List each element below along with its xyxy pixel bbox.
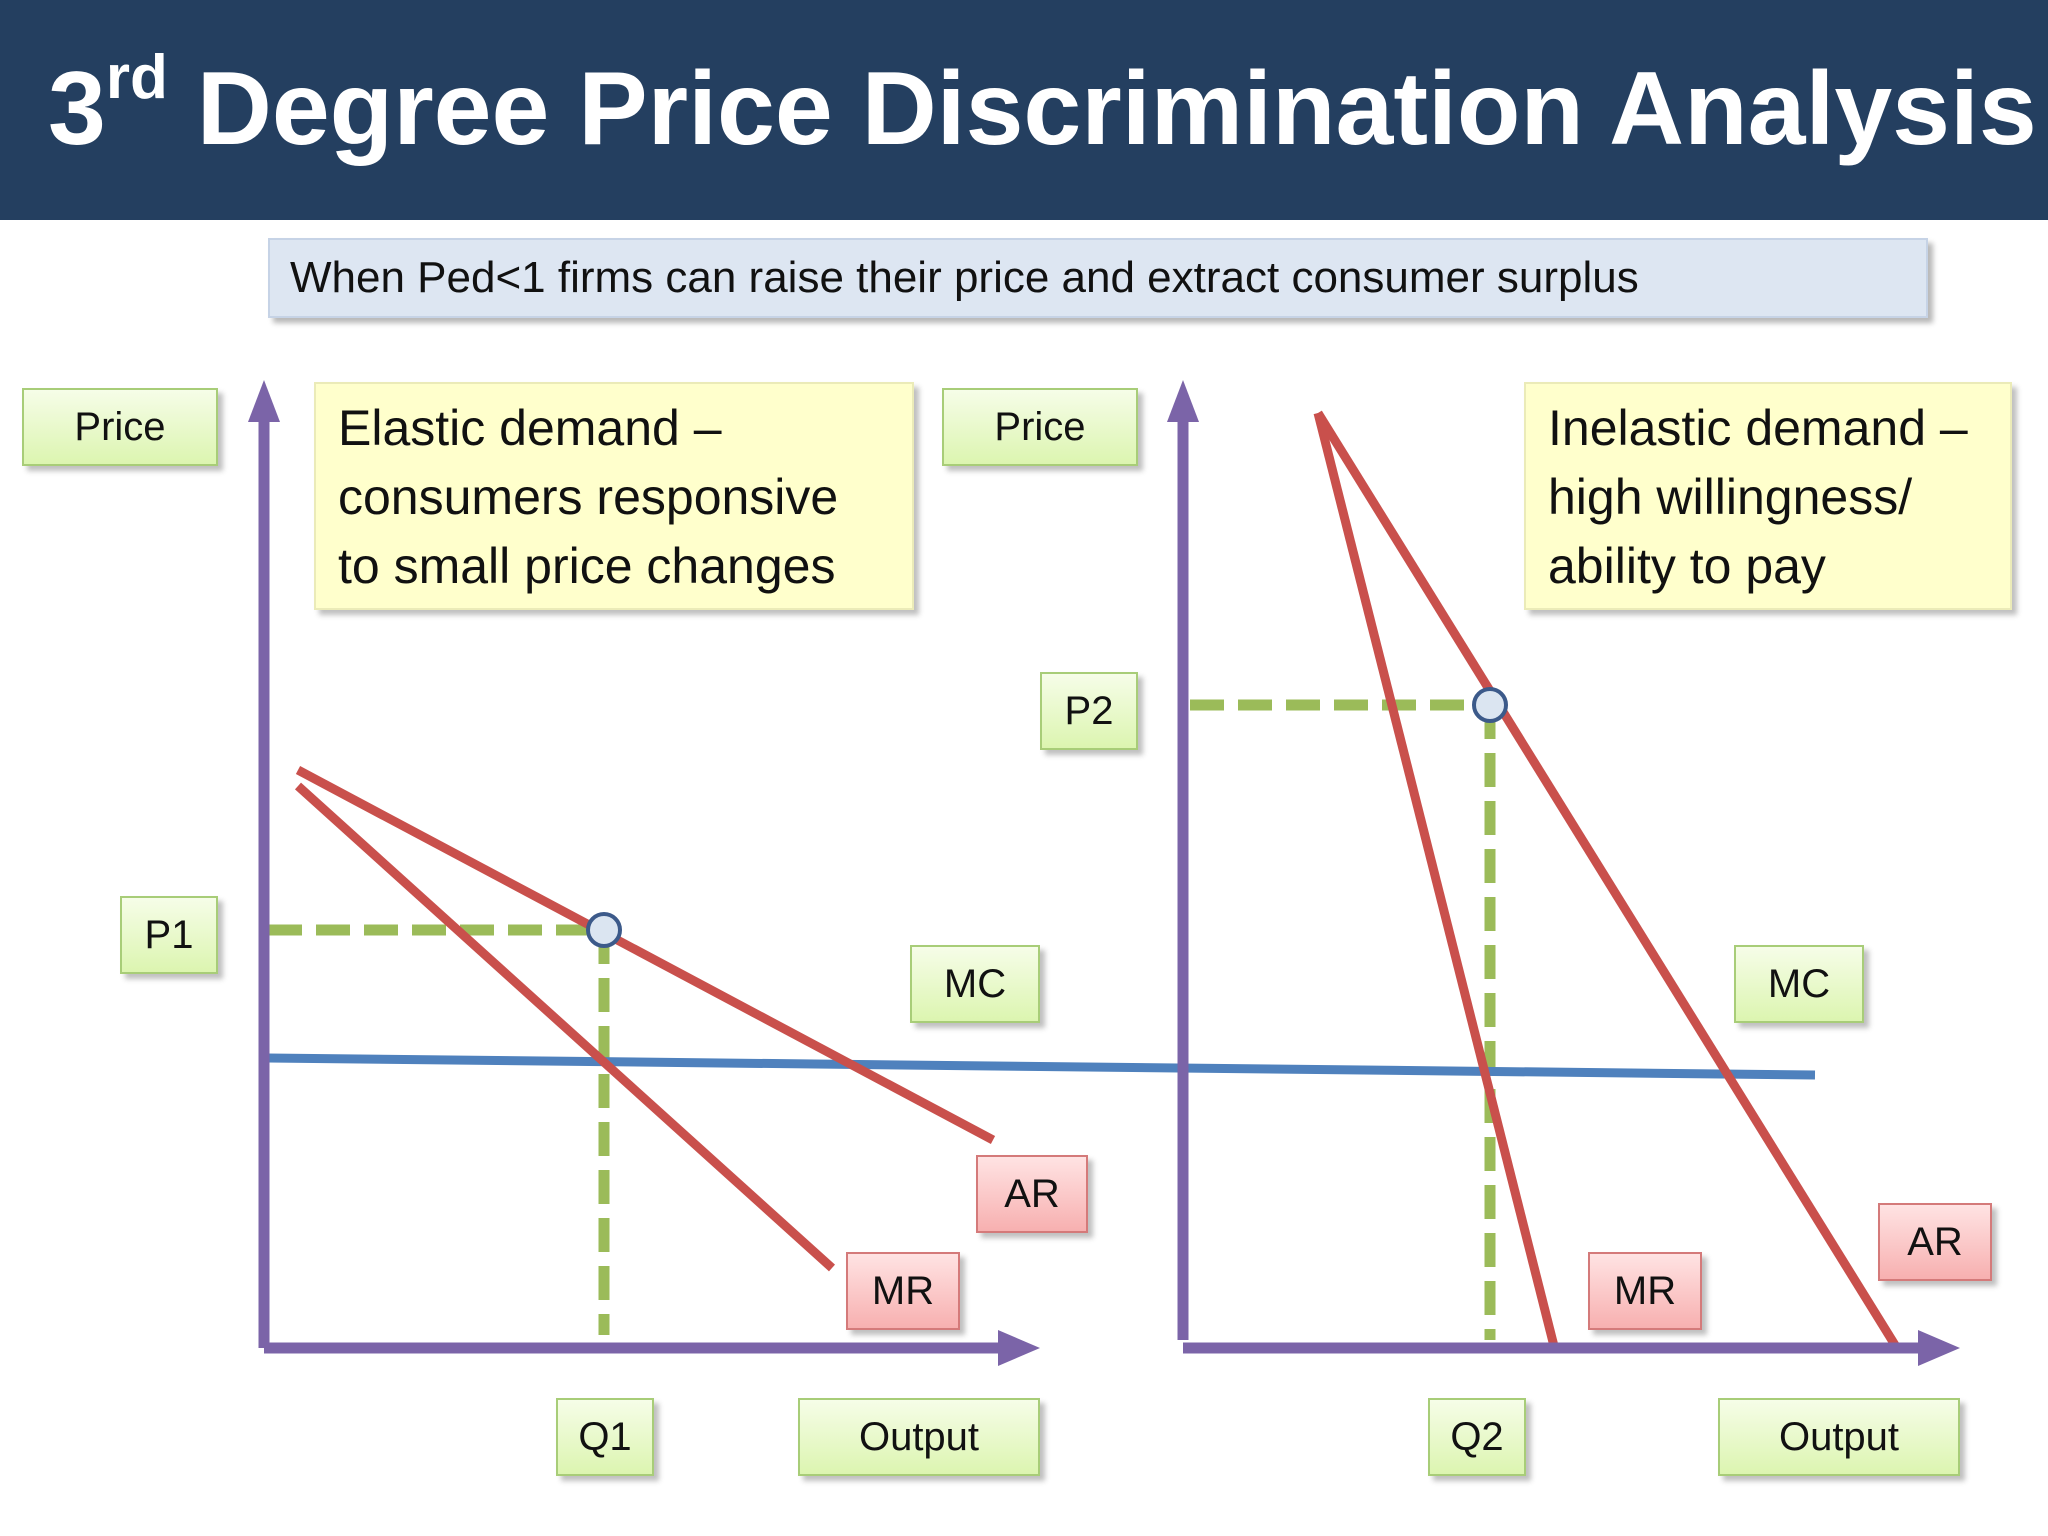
- q1-label: Q1: [556, 1398, 654, 1476]
- left-note-line-3: to small price changes: [338, 538, 836, 594]
- subtitle-banner: When Ped<1 firms can raise their price a…: [268, 238, 1928, 318]
- title-text: Degree Price Discrimination Analysis: [167, 51, 2037, 167]
- right-mr-label: MR: [1588, 1252, 1702, 1330]
- left-ar-label: AR: [976, 1155, 1088, 1233]
- right-mr-curve: [1313, 411, 1560, 1352]
- title-bar: 3rd Degree Price Discrimination Analysis: [0, 0, 2048, 220]
- left-ar-curve: [295, 766, 996, 1144]
- left-elastic-demand-note: Elastic demand – consumers responsive to…: [314, 382, 914, 610]
- title-ordinal-suffix: rd: [105, 43, 168, 112]
- right-x-axis-arrowhead: [1918, 1330, 1960, 1366]
- title-number: 3: [48, 51, 106, 167]
- right-ar-label: AR: [1878, 1203, 1992, 1281]
- left-mc-label: MC: [910, 945, 1040, 1023]
- q2-label: Q2: [1428, 1398, 1526, 1476]
- p1-label: P1: [120, 896, 218, 974]
- right-note-line-3: ability to pay: [1548, 538, 1826, 594]
- left-equilibrium-point: [586, 912, 622, 948]
- right-output-axis-label: Output: [1718, 1398, 1960, 1476]
- left-note-line-1: Elastic demand –: [338, 400, 722, 456]
- right-note-line-1: Inelastic demand –: [1548, 400, 1968, 456]
- right-price-axis-label: Price: [942, 388, 1138, 466]
- p2-label: P2: [1040, 672, 1138, 750]
- slide-title: 3rd Degree Price Discrimination Analysis: [48, 44, 2037, 174]
- left-x-axis-arrowhead: [998, 1330, 1040, 1366]
- left-price-axis-label: Price: [22, 388, 218, 466]
- right-note-line-2: high willingness/: [1548, 469, 1913, 525]
- left-y-axis-arrowhead: [248, 380, 280, 422]
- right-equilibrium-point: [1472, 687, 1508, 723]
- left-note-line-2: consumers responsive: [338, 469, 839, 525]
- left-mr-label: MR: [846, 1252, 960, 1330]
- left-mr-curve: [294, 782, 836, 1272]
- left-output-axis-label: Output: [798, 1398, 1040, 1476]
- mc-line: [267, 1053, 1816, 1080]
- right-ar-curve: [1314, 410, 1899, 1348]
- right-mc-label: MC: [1734, 945, 1864, 1023]
- right-y-axis-arrowhead: [1167, 380, 1199, 422]
- right-inelastic-demand-note: Inelastic demand – high willingness/ abi…: [1524, 382, 2012, 610]
